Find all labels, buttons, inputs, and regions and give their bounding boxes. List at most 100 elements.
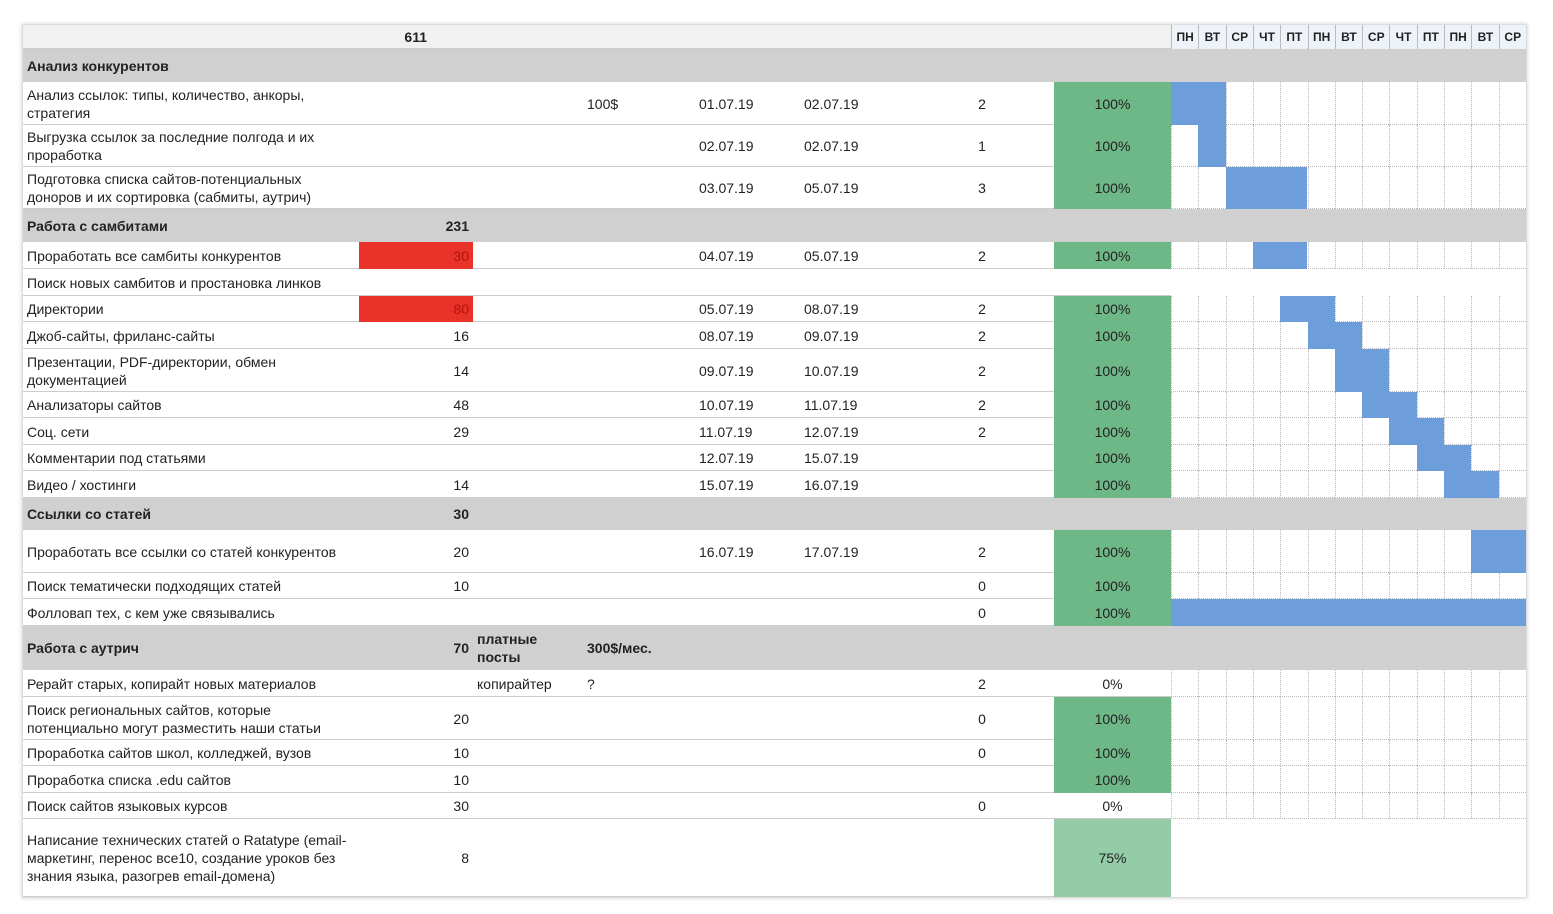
gantt-cell bbox=[1471, 82, 1499, 125]
section-count: 70 bbox=[453, 640, 469, 656]
gantt-cell bbox=[1280, 418, 1308, 445]
gantt-cell bbox=[1225, 793, 1253, 819]
gantt-cell bbox=[1471, 670, 1499, 697]
gantt-cell bbox=[1280, 471, 1308, 498]
gantt-cell bbox=[1389, 670, 1417, 697]
task-name: Поиск новых самбитов и простановка линко… bbox=[27, 274, 322, 291]
task-start: 04.07.19 bbox=[699, 247, 754, 264]
gantt-cell bbox=[1225, 82, 1253, 125]
day-header: ЧТ bbox=[1389, 25, 1417, 49]
gantt-cell bbox=[1498, 296, 1526, 322]
row-line bbox=[23, 470, 1171, 471]
task-progress: 100% bbox=[1054, 167, 1171, 209]
gantt-cell bbox=[1389, 296, 1417, 322]
task-count: 16 bbox=[453, 327, 469, 344]
gantt-cell bbox=[1198, 697, 1226, 740]
gantt-cell bbox=[1498, 349, 1526, 392]
gantt-cell bbox=[1389, 82, 1417, 125]
task-name: Анализ ссылок: типы, количество, анкоры,… bbox=[27, 86, 305, 121]
gantt-cell bbox=[1416, 766, 1444, 793]
gantt-cell bbox=[1389, 471, 1417, 498]
gantt-cell bbox=[1416, 296, 1444, 322]
task-end: 11.07.19 bbox=[804, 397, 858, 413]
gantt-cell bbox=[1334, 418, 1363, 445]
day-header: ЧТ bbox=[1252, 25, 1281, 49]
gantt-cell bbox=[1444, 125, 1472, 167]
row-line bbox=[23, 896, 1171, 897]
row-line bbox=[23, 348, 1171, 349]
row-line bbox=[23, 818, 1171, 819]
task-name: Проработать все ссылки со статей конкуре… bbox=[27, 543, 337, 560]
gantt-cell bbox=[1225, 445, 1253, 471]
gantt-cell bbox=[1171, 697, 1199, 740]
task-end: 16.07.19 bbox=[804, 476, 859, 493]
task-days: 2 bbox=[978, 397, 986, 413]
gantt-cell bbox=[1416, 349, 1444, 392]
task-name: Поиск региональных сайтов, которые потен… bbox=[27, 701, 321, 736]
gantt-cell bbox=[1416, 125, 1444, 167]
gantt-cell bbox=[1471, 740, 1499, 766]
gantt-cell bbox=[1280, 322, 1308, 349]
gantt-cell bbox=[1362, 670, 1390, 697]
gantt-cell bbox=[1444, 167, 1472, 209]
gantt-cell bbox=[1444, 322, 1472, 349]
gantt-cell bbox=[1198, 445, 1226, 471]
gantt-cell bbox=[1225, 242, 1253, 269]
task-days: 0 bbox=[978, 578, 986, 594]
row-line bbox=[23, 497, 1171, 498]
gantt-cell bbox=[1498, 697, 1526, 740]
task-progress: 100% bbox=[1054, 296, 1171, 322]
gantt-cell bbox=[1280, 670, 1308, 697]
gantt-bar bbox=[1280, 296, 1335, 322]
section-row bbox=[23, 209, 1526, 242]
gantt-cell bbox=[1198, 766, 1226, 793]
gantt-cell bbox=[1471, 793, 1499, 819]
gantt-cell bbox=[1307, 670, 1335, 697]
section-price: 300$/мес. bbox=[587, 640, 652, 656]
gantt-cell bbox=[1334, 82, 1363, 125]
gantt-cell bbox=[1498, 740, 1526, 766]
gantt-cell bbox=[1444, 766, 1472, 793]
gantt-cell bbox=[1307, 167, 1335, 209]
gantt-cell bbox=[1225, 670, 1253, 697]
gantt-cell bbox=[1471, 392, 1499, 418]
task-end: 05.07.19 bbox=[804, 180, 859, 196]
task-name: Директории bbox=[27, 301, 104, 317]
gantt-cell bbox=[1171, 793, 1199, 819]
gantt-cell bbox=[1252, 793, 1281, 819]
gantt-bar bbox=[1307, 322, 1363, 349]
day-header: СР bbox=[1498, 25, 1526, 49]
gantt-cell bbox=[1307, 573, 1335, 599]
gantt-cell bbox=[1171, 242, 1199, 269]
task-days: 1 bbox=[978, 138, 986, 154]
gantt-cell bbox=[1198, 418, 1226, 445]
gantt-cell bbox=[1252, 740, 1281, 766]
task-progress: 100% bbox=[1054, 740, 1171, 766]
gantt-cell bbox=[1498, 793, 1526, 819]
task-name: Джоб-сайты, фриланс-сайты bbox=[27, 327, 215, 344]
task-start: 05.07.19 bbox=[699, 301, 754, 317]
section-name: Ссылки со статей bbox=[27, 506, 151, 522]
gantt-cell bbox=[1389, 793, 1417, 819]
gantt-bar bbox=[1171, 599, 1526, 626]
gantt-cell bbox=[1198, 349, 1226, 392]
row-line bbox=[23, 268, 1171, 269]
gantt-cell bbox=[1252, 322, 1281, 349]
gantt-cell bbox=[1307, 392, 1335, 418]
task-end: 10.07.19 bbox=[804, 362, 859, 379]
gantt-cell bbox=[1307, 766, 1335, 793]
row-line bbox=[23, 765, 1171, 766]
task-days: 2 bbox=[978, 543, 986, 560]
task-start: 09.07.19 bbox=[699, 362, 754, 379]
gantt-cell bbox=[1280, 125, 1308, 167]
gantt-cell bbox=[1362, 242, 1390, 269]
gantt-cell bbox=[1198, 670, 1226, 697]
task-count: 30 bbox=[453, 798, 469, 814]
day-header: ПТ bbox=[1280, 25, 1308, 49]
gantt-cell bbox=[1171, 392, 1199, 418]
gantt-cell bbox=[1416, 793, 1444, 819]
gantt-cell bbox=[1171, 670, 1199, 697]
task-note: копирайтер bbox=[477, 675, 552, 692]
gantt-cell bbox=[1307, 697, 1335, 740]
task-price: ? bbox=[587, 675, 595, 692]
